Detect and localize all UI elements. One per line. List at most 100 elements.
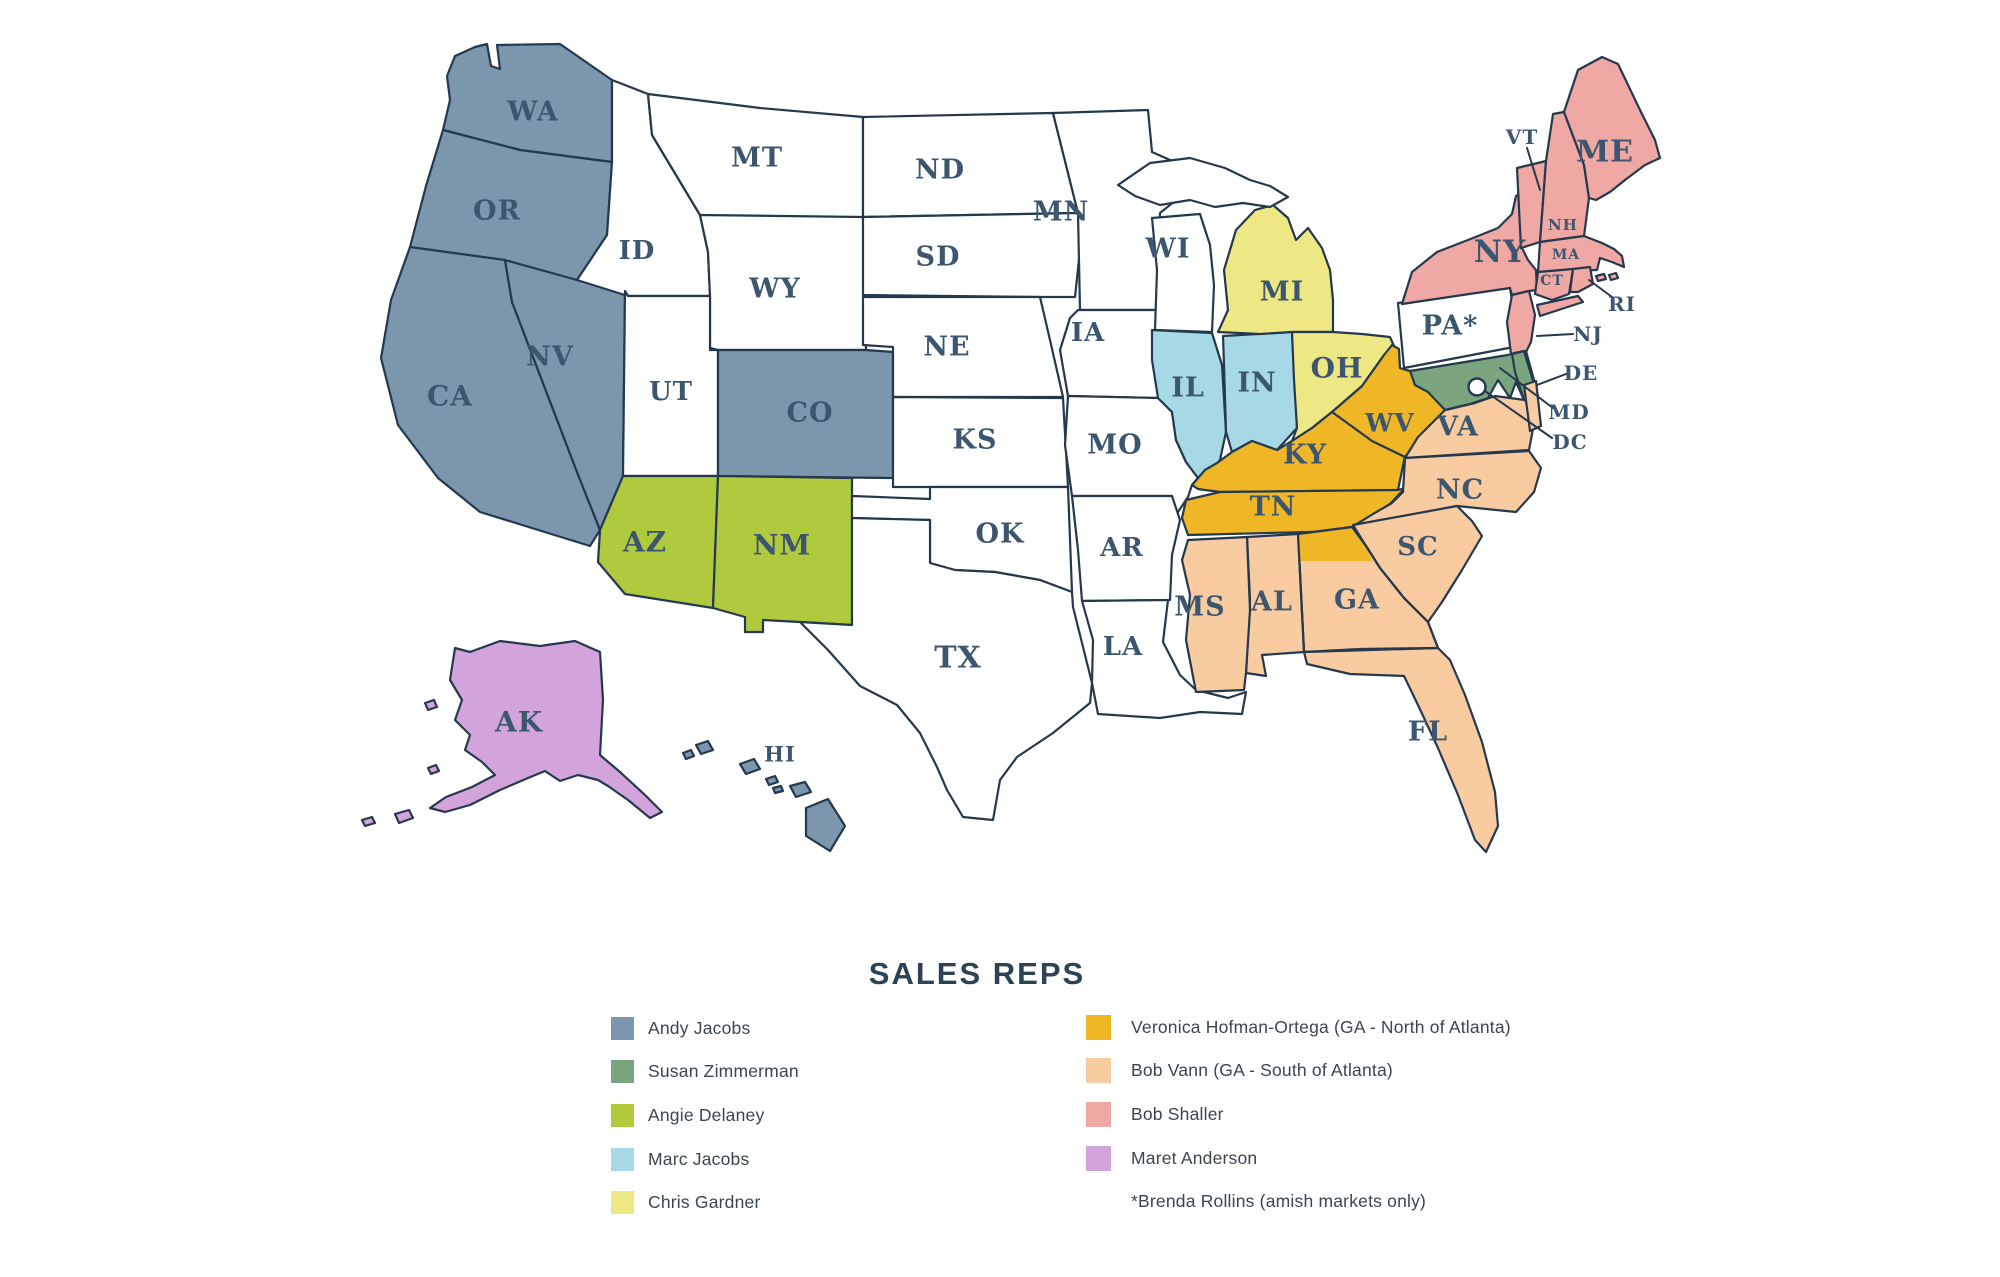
state-label-ky: KY [1283, 440, 1327, 471]
state-label-mt: MT [731, 143, 783, 174]
state-ct [1533, 267, 1575, 302]
state-wa [441, 42, 614, 164]
state-label-wy: WY [748, 274, 801, 305]
legend-label: Bob Vann (GA - South of Atlanta) [1131, 1060, 1393, 1081]
callout-label-dc: DC [1552, 430, 1587, 454]
legend-item-chris-gardner: Chris Gardner [611, 1191, 799, 1215]
callout-line-de [1536, 373, 1567, 386]
state-ms [1180, 535, 1252, 694]
state-label-pa: PA* [1422, 311, 1478, 342]
state-label-or: OR [473, 196, 521, 227]
legend-right-column: Veronica Hofman-Ortega (GA - North of At… [1086, 1014, 1511, 1233]
state-label-in: IN [1237, 368, 1276, 399]
state-label-mo: MO [1087, 430, 1142, 461]
legend-label: Bob Shaller [1131, 1103, 1224, 1124]
state-label-nm: NM [753, 529, 812, 562]
swatch-bob-vann [1086, 1058, 1111, 1084]
michigan-upper-peninsula [1116, 156, 1290, 209]
state-label-ia: IA [1071, 318, 1105, 348]
legend-item-bob-shaller: Bob Shaller [1086, 1101, 1511, 1127]
legend-label: Andy Jacobs [648, 1017, 751, 1038]
callout-line-vt [1526, 147, 1541, 191]
swatch-bob-shaller [1086, 1101, 1111, 1127]
hawaii-island [764, 774, 780, 787]
state-label-ks: KS [953, 425, 998, 456]
state-label-wv: WV [1364, 409, 1414, 438]
hawaii-island [694, 739, 715, 756]
state-label-sc: SC [1397, 532, 1438, 562]
state-label-ne: NE [923, 332, 970, 363]
legend-item-andy-jacobs: Andy Jacobs [611, 1016, 799, 1040]
state-label-il: IL [1171, 373, 1205, 404]
state-label-tx: TX [934, 641, 982, 676]
legend-title: SALES REPS [868, 956, 1086, 991]
swatch-andy-jacobs [611, 1016, 634, 1040]
callout-line-dc [1484, 390, 1553, 439]
state-label-id: ID [619, 236, 656, 266]
long-island [1535, 294, 1585, 318]
state-label-mi: MI [1260, 277, 1305, 308]
state-tx [798, 516, 1094, 822]
legend-item-maret-anderson: Maret Anderson [1086, 1145, 1511, 1171]
alaska-island [360, 815, 377, 828]
state-mi [1216, 203, 1335, 336]
callout-label-vt: VT [1505, 125, 1538, 149]
hawaii-island [681, 748, 696, 761]
legend-item-veronica-hofman-ortega: Veronica Hofman-Ortega (GA - North of At… [1086, 1014, 1511, 1040]
legend-label: Veronica Hofman-Ortega (GA - North of At… [1131, 1016, 1511, 1037]
state-label-ma: MA [1552, 247, 1580, 263]
state-la [1080, 598, 1248, 720]
callout-label-md: MD [1548, 400, 1589, 424]
state-me [1562, 55, 1662, 202]
swatch-susan-zimmerman [611, 1060, 634, 1084]
swatch-maret-anderson [1086, 1145, 1111, 1171]
legend-left-column: Andy Jacobs Susan Zimmerman Angie Delane… [611, 1016, 799, 1234]
state-label-ca: CA [427, 380, 473, 413]
swatch-marc-jacobs [611, 1147, 634, 1171]
callout-label-de: DE [1564, 361, 1599, 385]
state-label-ms: MS [1174, 592, 1225, 623]
state-label-oh: OH [1311, 352, 1364, 385]
state-label-va: VA [1436, 412, 1479, 443]
state-ar [1070, 494, 1182, 603]
state-label-az: AZ [622, 526, 667, 559]
alaska-island [393, 808, 415, 825]
state-label-la: LA [1103, 632, 1143, 662]
state-label-sd: SD [916, 242, 961, 273]
state-label-ar: AR [1099, 533, 1144, 563]
legend-footnote: *Brenda Rollins (amish markets only) [1086, 1190, 1511, 1214]
callout-label-ri: RI [1608, 292, 1636, 316]
dc-circle-marker [1467, 377, 1487, 397]
legend-item-angie-delaney: Angie Delaney [611, 1103, 799, 1127]
legend-label: Susan Zimmerman [648, 1061, 799, 1082]
virginia-eastern-shore [1522, 379, 1543, 433]
legend-item-bob-vann: Bob Vann (GA - South of Atlanta) [1086, 1058, 1511, 1084]
state-label-me: ME [1576, 135, 1634, 170]
callout-line-ri [1588, 279, 1613, 298]
state-label-ny: NY [1474, 234, 1526, 270]
hawaii-island [788, 780, 813, 799]
hawaii-island [771, 784, 785, 795]
swatch-angie-delaney [611, 1103, 634, 1127]
alaska-island [423, 698, 439, 712]
state-label-nc: NC [1436, 475, 1484, 506]
state-label-hi: HI [764, 742, 796, 767]
state-wi [1150, 212, 1216, 334]
state-label-fl: FL [1408, 717, 1448, 748]
state-label-ga: GA [1334, 585, 1380, 616]
legend-label: Maret Anderson [1131, 1147, 1258, 1168]
alaska-island [426, 763, 441, 776]
callout-line-md [1499, 367, 1554, 409]
legend-item-marc-jacobs: Marc Jacobs [611, 1147, 799, 1171]
state-label-ak: AK [494, 706, 544, 739]
state-label-wi: WI [1145, 234, 1191, 265]
state-label-ok: OK [976, 519, 1026, 550]
legend-item-susan-zimmerman: Susan Zimmerman [611, 1060, 799, 1084]
callout-label-nj: NJ [1573, 322, 1603, 346]
legend-label: Marc Jacobs [648, 1148, 750, 1169]
state-label-tn: TN [1250, 492, 1297, 523]
state-hi [804, 797, 847, 853]
swatch-chris-gardner [611, 1191, 634, 1215]
